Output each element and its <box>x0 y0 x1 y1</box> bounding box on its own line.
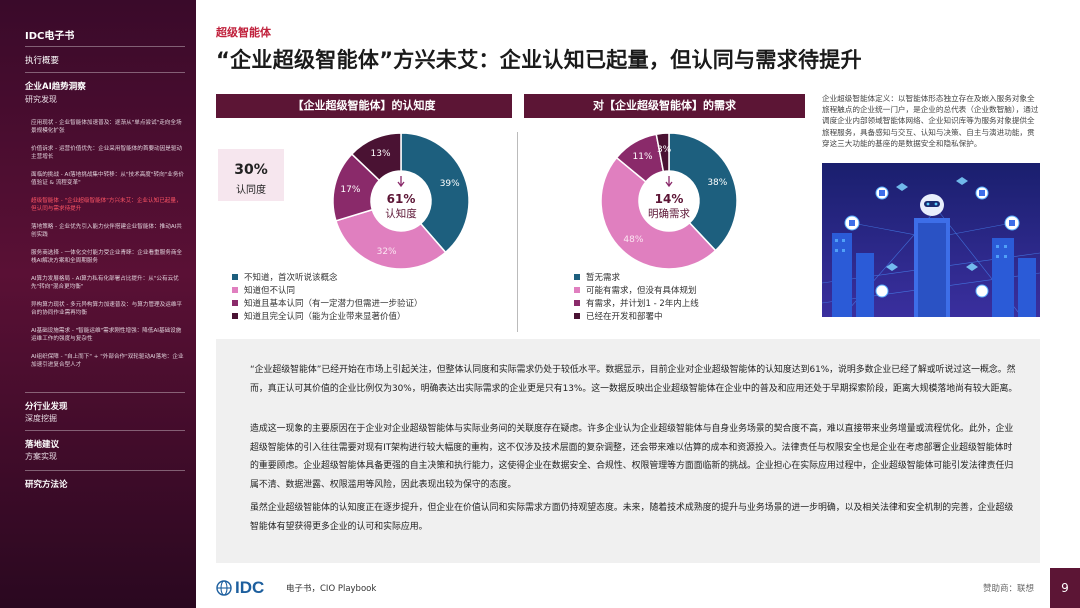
donut-slice-4 <box>655 132 670 173</box>
globe-icon <box>216 580 232 596</box>
chart1-legend: 不知道，首次听说该概念 知道但不认同知道且基本认同（有一定潜力但需进一步验证） 知道… <box>232 270 423 322</box>
legend-label: 可能有需求，但没有具体规划 <box>586 285 697 296</box>
footer-sponsor: 赞助商：联想 <box>983 584 1035 594</box>
slice-label-3: 17% <box>340 185 360 195</box>
legend-item: 已经在开发和部署中 <box>574 309 699 322</box>
idc-logo: IDC <box>216 578 264 598</box>
definition-text: 企业超级智能体定义：以智能体形态独立存在及嵌入服务对象全旅程触点的企业统一门户，… <box>822 94 1039 148</box>
center-value: 61% <box>387 192 416 206</box>
legend-label: 知道但不认同 <box>244 285 296 296</box>
slice-label-1: 39% <box>440 179 460 189</box>
donut-hole <box>372 172 430 230</box>
logo-text: IDC <box>235 578 265 597</box>
legend-item: 可能有需求，但没有具体规划 <box>574 283 699 296</box>
sidebar-divider <box>25 392 185 393</box>
center-label: 明确需求 <box>648 207 690 220</box>
nav-item-org[interactable]: AI组织保障 - "自上而下" + "外部合作"双轮驱动AI落地：企业加速引进复… <box>31 354 184 368</box>
sidebar-divider <box>25 72 185 73</box>
legend-label: 不知道，首次听说该概念 <box>244 272 338 283</box>
legend-label: 暂无需求 <box>586 272 621 283</box>
chart1-title: 【企业超级智能体】的认知度 <box>216 94 512 118</box>
nav-item-adoption[interactable]: 应用现状 - 企业智能体加速普及：逐渐从"单点尝试"走向全场景规模化扩张 <box>31 120 182 134</box>
slice-label-2: 32% <box>377 247 397 257</box>
legend-swatch <box>574 286 580 293</box>
down-arrow-icon <box>397 176 405 188</box>
nav-recommendations[interactable]: 落地建议 <box>25 440 60 450</box>
section-tag: 超级智能体 <box>216 26 271 39</box>
legend-item: 不知道，首次听说该概念 <box>232 270 423 283</box>
nav-industry[interactable]: 分行业发现 <box>25 402 68 412</box>
donut-slice-1 <box>400 132 470 254</box>
sidebar-divider <box>25 470 185 471</box>
down-arrow-icon <box>665 176 673 188</box>
legend-swatch <box>574 312 580 319</box>
legend-swatch <box>232 312 238 319</box>
callout-value: 30% <box>234 162 268 178</box>
legend-swatch <box>574 273 580 280</box>
sidebar-title: IDC电子书 <box>25 31 75 42</box>
nav-item-challenges[interactable]: 面临的挑战 - AI落地挑战集中转移：从"技术高度"转向"业务价值验证 & 流程… <box>31 172 185 186</box>
donut-slice-4 <box>350 132 402 182</box>
nav-deep-dive[interactable]: 深度挖掘 <box>25 414 57 423</box>
legend-item: 知道且完全认同（能为企业带来显著价值） <box>232 309 423 322</box>
legend-swatch <box>232 286 238 293</box>
chart1-donut: 39% 32% 17% 13% 61%认知度 <box>332 132 470 270</box>
callout-label: 认同度 <box>236 185 266 196</box>
slice-label-4: 3% <box>657 145 672 155</box>
legend-item: 知道且基本认同（有一定潜力但需进一步验证） <box>232 296 423 309</box>
paragraph-2: 造成这一现象的主要原因在于企业对企业超级智能体与实际业务间的关联度存在疑虑。许多… <box>250 424 1014 490</box>
nav-item-strategy[interactable]: 落地策略 - 企业优先引入能力伙伴搭建企业智能体：推动AI共创实践 <box>31 224 182 238</box>
page-number: 9 <box>1050 568 1080 608</box>
legend-label: 已经在开发和部署中 <box>586 311 663 322</box>
nav-item-value[interactable]: 价值诉求 - 运营价值优先：企业采用智能体的首要动因是驱动主营增长 <box>31 146 183 160</box>
donut-slice-2 <box>335 208 447 270</box>
chart2-legend: 暂无需求可能有需求，但没有具体规划 有需求，并计划1 - 2年内上线 已经在开发和部… <box>574 270 699 322</box>
nav-ai-trends[interactable]: 企业AI趋势洞察 <box>25 82 86 92</box>
donut-slice-2 <box>600 156 717 270</box>
legend-swatch <box>232 273 238 280</box>
hero-illustration <box>822 163 1040 317</box>
sidebar: IDC电子书 执行概要 企业AI趋势洞察 研究发现 应用现状 - 企业智能体加速… <box>0 0 196 608</box>
nav-item-compute[interactable]: AI算力发展格局 - AI算力私有化部署占比提升：从"公有云优先"转向"混合更均… <box>31 276 179 290</box>
paragraph-1: “企业超级智能体”已经开始在市场上引起关注，但整体认同度和实际需求仍处于较低水平… <box>250 365 1018 394</box>
donut-hole <box>640 172 698 230</box>
nav-item-infra[interactable]: AI基础设施需求 - "智能运维"需求刚性增强：降低AI基础设施运维工作的强度与… <box>31 328 182 342</box>
legend-label: 知道且完全认同（能为企业带来显著价值） <box>244 311 406 322</box>
chart2-title: 对【企业超级智能体】的需求 <box>524 94 805 118</box>
legend-item: 暂无需求 <box>574 270 699 283</box>
nav-methodology[interactable]: 研究方法论 <box>25 480 68 490</box>
nav-item-heterogeneous[interactable]: 异构算力现状 - 多元异构算力加速普及：与算力管理及运维平台的协同作业需再均衡 <box>31 302 183 316</box>
center-label: 认知度 <box>385 207 417 220</box>
center-value: 14% <box>655 192 684 206</box>
donut-slice-1 <box>668 132 738 252</box>
legend-item: 知道但不认同 <box>232 283 423 296</box>
chart-divider <box>517 132 518 332</box>
legend-swatch <box>574 299 580 306</box>
legend-label: 知道且基本认同（有一定潜力但需进一步验证） <box>244 298 423 309</box>
callout-box <box>218 149 284 201</box>
footer-doc-label: 电子书，CIO Playbook <box>286 584 377 594</box>
sidebar-divider <box>25 430 185 431</box>
slice-label-1: 38% <box>707 178 727 188</box>
legend-swatch <box>232 299 238 306</box>
text-panel <box>216 339 1040 563</box>
nav-findings[interactable]: 研究发现 <box>25 95 57 104</box>
nav-item-vendor[interactable]: 服务商选择 - 一体化交付能力受企业青睐：企业看重服务商全栈AI解决方案和全周期… <box>31 250 183 264</box>
legend-label: 有需求，并计划1 - 2年内上线 <box>586 298 699 309</box>
slice-label-2: 48% <box>623 235 643 245</box>
chart2-donut: 38% 48% 11% 3% 14%明确需求 <box>600 132 738 270</box>
nav-exec-summary[interactable]: 执行概要 <box>25 56 60 66</box>
nav-item-super-agent[interactable]: 超级智能体 - "企业超级智能体"方兴未艾：企业认知已起量，但认同与需求待提升 <box>31 198 182 212</box>
paragraph-3: 虽然企业超级智能体的认知度正在逐步提升，但企业在价值认同和实际需求方面仍持观望态… <box>250 503 1014 532</box>
page-title: “企业超级智能体”方兴未艾：企业认知已起量，但认同与需求待提升 <box>216 48 862 72</box>
slice-label-3: 11% <box>633 152 653 162</box>
sidebar-divider <box>25 46 185 47</box>
slice-label-4: 13% <box>371 149 391 159</box>
legend-item: 有需求，并计划1 - 2年内上线 <box>574 296 699 309</box>
nav-solution[interactable]: 方案实现 <box>25 452 57 461</box>
